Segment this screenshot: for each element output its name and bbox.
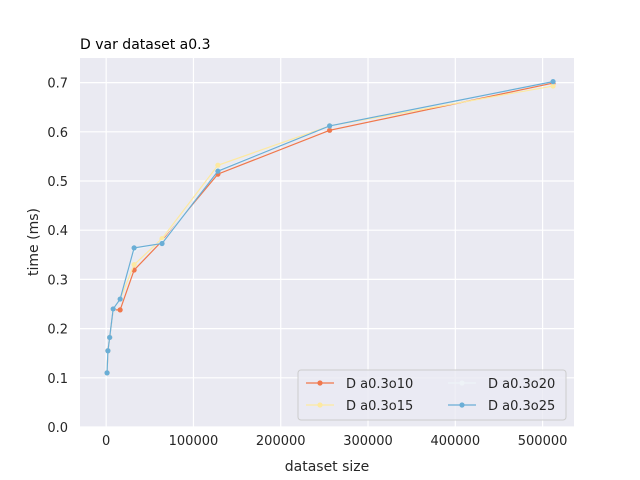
x-tick-label: 200000 (256, 434, 306, 449)
x-tick-label: 0 (102, 434, 110, 449)
y-axis-label: time (ms) (26, 208, 42, 276)
y-tick-label: 0.6 (47, 126, 68, 141)
data-point-d-a0-3o15 (215, 162, 221, 168)
data-point-d-a0-3o25 (159, 240, 165, 247)
data-point-d-a0-3o25 (131, 245, 137, 251)
y-tick-label: 0.7 (47, 77, 68, 92)
grid (80, 58, 574, 428)
x-tick-label: 300000 (343, 434, 393, 449)
data-point-d-a0-3o25 (104, 370, 110, 376)
legend: D a0.3o10 D a0.3o15 D a0.3o20 D a0.3o25 (297, 369, 567, 421)
data-point-d-a0-3o15 (131, 262, 137, 268)
y-tick-labels: 0.0 0.1 0.2 0.3 0.4 0.5 0.6 0.7 (47, 77, 68, 436)
y-tick-label: 0.5 (47, 175, 68, 190)
data-point-d-a0-3o15 (550, 83, 556, 89)
data-point-d-a0-3o25 (550, 79, 556, 85)
x-axis-label: dataset size (285, 459, 370, 475)
legend-marker-d-a0-3o20 (459, 380, 465, 386)
y-tick-label: 0.3 (47, 273, 68, 288)
data-point-d-a0-3o25 (105, 348, 111, 354)
data-point-d-a0-3o25 (107, 334, 113, 341)
x-tick-label: 400000 (430, 434, 480, 449)
legend-label-d-a0-3o10: D a0.3o10 (346, 377, 413, 392)
legend-marker-d-a0-3o25 (459, 402, 465, 408)
x-tick-labels: 0 100000 200000 300000 400000 500000 (102, 434, 567, 449)
series-line-d-a0-3o25 (106, 81, 554, 373)
legend-marker-d-a0-3o10 (317, 380, 323, 386)
x-tick-label: 100000 (169, 434, 219, 449)
data-point-d-a0-3o10 (327, 127, 333, 133)
data-point-d-a0-3o25 (215, 168, 221, 174)
legend-label-d-a0-3o20: D a0.3o20 (488, 377, 555, 392)
legend-marker-d-a0-3o15 (317, 402, 323, 408)
series-layer (104, 79, 556, 376)
data-point-d-a0-3o10 (117, 307, 123, 313)
y-tick-label: 0.1 (47, 372, 68, 387)
chart-title: D var dataset a0.3 (80, 37, 211, 53)
y-tick-label: 0.0 (47, 421, 68, 436)
y-tick-label: 0.4 (47, 224, 68, 239)
y-tick-label: 0.2 (47, 323, 68, 338)
legend-label-d-a0-3o15: D a0.3o15 (346, 399, 413, 414)
legend-label-d-a0-3o25: D a0.3o25 (488, 399, 555, 414)
legend-box (297, 369, 567, 421)
data-point-d-a0-3o25 (110, 306, 116, 312)
data-point-d-a0-3o25 (327, 123, 333, 129)
data-point-d-a0-3o25 (117, 296, 123, 302)
x-tick-label: 500000 (518, 434, 568, 449)
